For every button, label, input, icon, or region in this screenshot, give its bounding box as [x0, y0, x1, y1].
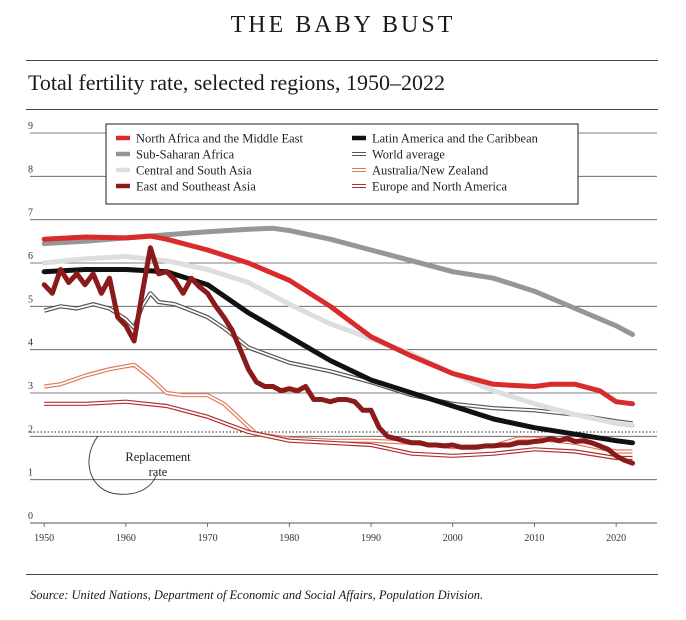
- legend-label-europe-and-north-america: Europe and North America: [372, 180, 507, 194]
- x-tick-label: 1980: [279, 533, 299, 544]
- banner-title: THE BABY BUST: [230, 12, 456, 38]
- legend-label-central-and-south-asia: Central and South Asia: [136, 164, 252, 178]
- y-tick-label: 3: [28, 381, 33, 392]
- legend-box: [105, 123, 579, 205]
- x-tick-label: 2000: [443, 533, 463, 544]
- y-tick-label: 0: [28, 511, 33, 522]
- legend-label-sub-saharan-africa: Sub-Saharan Africa: [136, 148, 235, 162]
- x-tick-label: 1970: [198, 533, 218, 544]
- series-line-east-and-southeast-asia: [41, 245, 635, 466]
- series-line-inner-world-average: [43, 292, 633, 425]
- series-line-inner-europe-and-north-america: [44, 400, 633, 459]
- series-lines: [41, 225, 635, 466]
- y-tick-label: 6: [28, 251, 33, 262]
- x-tick-label: 2010: [524, 533, 544, 544]
- y-tick-label: 4: [28, 338, 33, 349]
- title-rule: [26, 109, 658, 110]
- legend-label-east-and-southeast-asia: East and Southeast Asia: [136, 180, 256, 194]
- bottom-rule: [26, 574, 658, 575]
- y-tick-label: 1: [28, 468, 33, 479]
- annotation-text: Replacement: [125, 450, 191, 464]
- source-note: Source: United Nations, Department of Ec…: [30, 588, 484, 602]
- legend-label-australia-new-zealand: Australia/New Zealand: [372, 164, 489, 178]
- y-tick-label: 9: [28, 121, 33, 132]
- chart-title: Total fertility rate, selected regions, …: [28, 70, 445, 95]
- x-tick-label: 1990: [361, 533, 381, 544]
- y-tick-label: 8: [28, 164, 33, 175]
- annotation-leader: [88, 435, 157, 495]
- x-tick-label: 1950: [34, 533, 54, 544]
- y-tick-label: 7: [28, 208, 33, 219]
- fertility-chart: 0 1 2 3 4 5 6 7 8 9 1950 1960 1970 1980 1990 2000 2010 20…: [28, 121, 657, 544]
- legend: North Africa and the Middle East Latin Am…: [105, 123, 579, 205]
- x-tick-label: 2020: [606, 533, 626, 544]
- y-tick-label: 5: [28, 294, 33, 305]
- y-tick-label: 2: [28, 424, 33, 435]
- series-line-sub-saharan-africa: [41, 225, 635, 337]
- annotation-text: rate: [149, 465, 168, 479]
- series-line-north-africa-and-the-middle-east: [41, 233, 635, 407]
- top-rule: [26, 60, 658, 61]
- legend-label-latin-america-and-the-caribbean: Latin America and the Caribbean: [372, 132, 539, 146]
- legend-label-north-africa-and-the-middle-east: North Africa and the Middle East: [136, 132, 303, 146]
- x-tick-label: 1960: [116, 533, 136, 544]
- legend-label-world-average: World average: [372, 148, 445, 162]
